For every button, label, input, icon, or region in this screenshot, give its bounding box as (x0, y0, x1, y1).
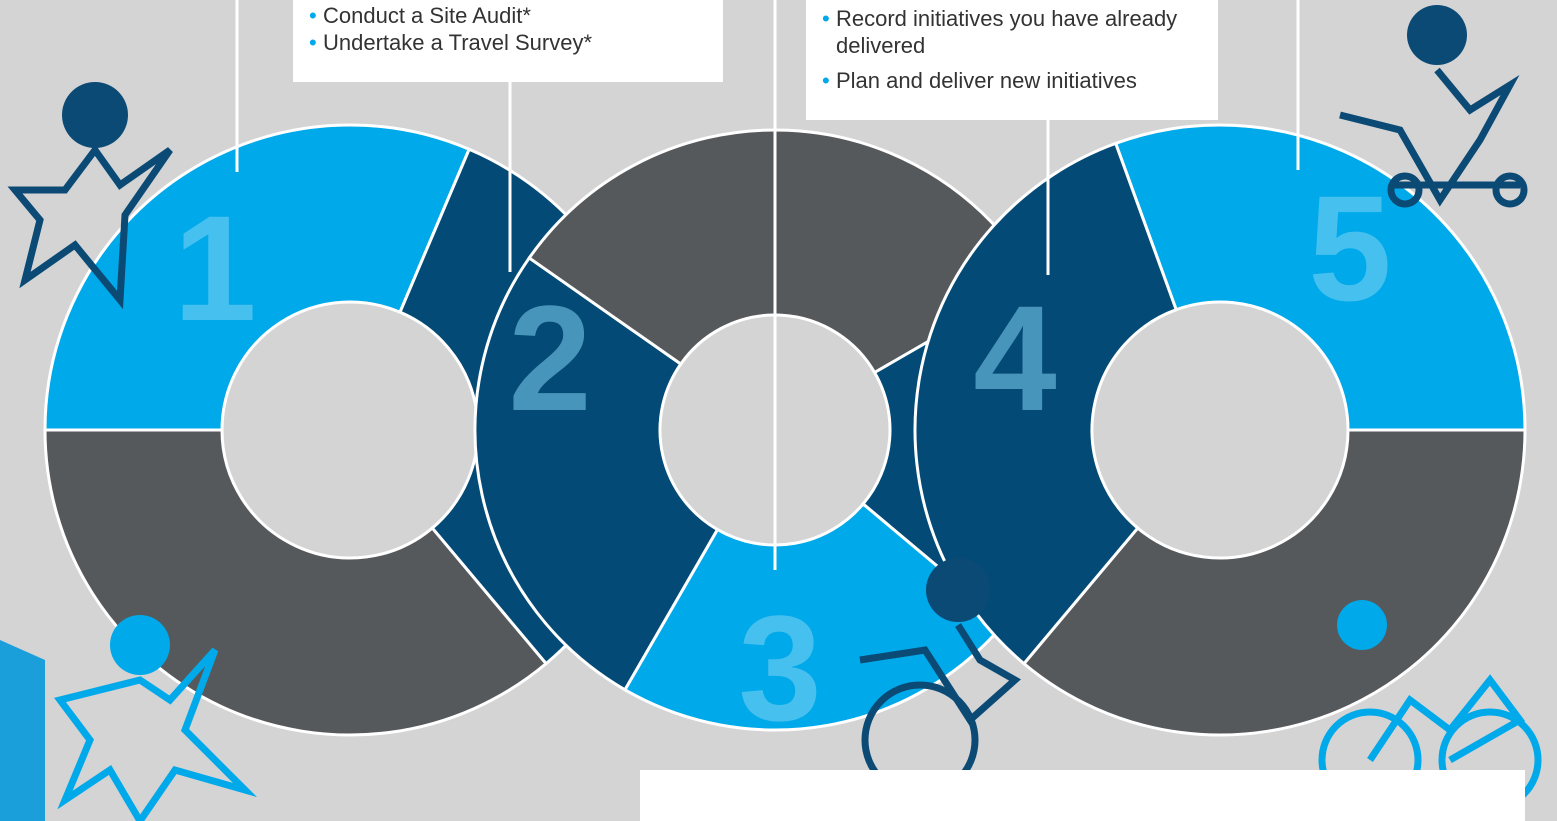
diagram: 1 2 3 4 5 (0, 0, 1557, 821)
bullet-item: Plan and deliver new initiatives (820, 67, 1206, 94)
bullet-item: Conduct a Site Audit* (307, 2, 723, 29)
step-number: 3 (738, 584, 821, 752)
bullet-item: Undertake a Travel Survey* (307, 29, 723, 56)
step-number: 4 (973, 274, 1056, 442)
step-2-box: Conduct a Site Audit* Undertake a Travel… (293, 0, 723, 82)
step-4-box: Record initiatives you have already deli… (806, 0, 1218, 120)
page: 1 2 3 4 5 Conduct a Site Audit* Undertak… (0, 0, 1557, 821)
step-number: 2 (508, 274, 591, 442)
bottom-panel (640, 770, 1525, 821)
side-strip (0, 640, 45, 821)
step-number: 5 (1308, 164, 1391, 332)
step-number: 1 (173, 184, 256, 352)
bullet-item: Record initiatives you have already deli… (820, 5, 1206, 59)
